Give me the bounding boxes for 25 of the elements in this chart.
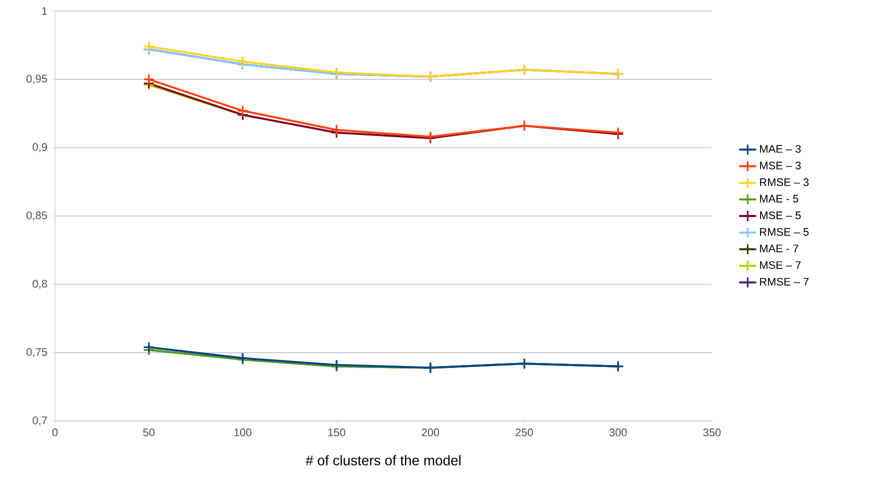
- y-tick-label: 0,8: [32, 280, 47, 289]
- legend-label: MAE - 5: [760, 194, 798, 203]
- legend-label: RMSE – 3: [760, 178, 809, 186]
- x-tick-label: 250: [516, 428, 533, 436]
- y-tick-label: 0,95: [26, 74, 48, 84]
- legend-label: MAE – 3: [760, 145, 801, 153]
- legend-label: MSE – 7: [760, 261, 801, 269]
- x-tick-label: 200: [422, 428, 440, 436]
- x-tick-label: 100: [234, 428, 252, 436]
- legend-label: MSE – 3: [760, 162, 801, 170]
- y-tick-label: 1: [42, 7, 47, 15]
- x-tick-label: 50: [143, 428, 155, 436]
- y-tick-label: 0,9: [32, 143, 47, 152]
- x-tick-label: 300: [609, 428, 627, 436]
- x-tick-label: 150: [328, 428, 346, 436]
- y-tick-label: 0,7: [32, 416, 47, 426]
- legend-label: MAE - 7: [760, 244, 798, 252]
- x-tick-label: 0: [52, 428, 58, 436]
- y-tick-label: 0,75: [26, 348, 48, 358]
- legend-label: MSE – 5: [760, 211, 801, 220]
- y-tick-label: 0,85: [26, 211, 48, 221]
- x-axis-title: # of clusters of the model: [306, 455, 460, 466]
- x-tick-label: 350: [703, 428, 721, 436]
- legend-label: RMSE – 7: [760, 278, 809, 286]
- legend-label: RMSE – 5: [760, 228, 809, 236]
